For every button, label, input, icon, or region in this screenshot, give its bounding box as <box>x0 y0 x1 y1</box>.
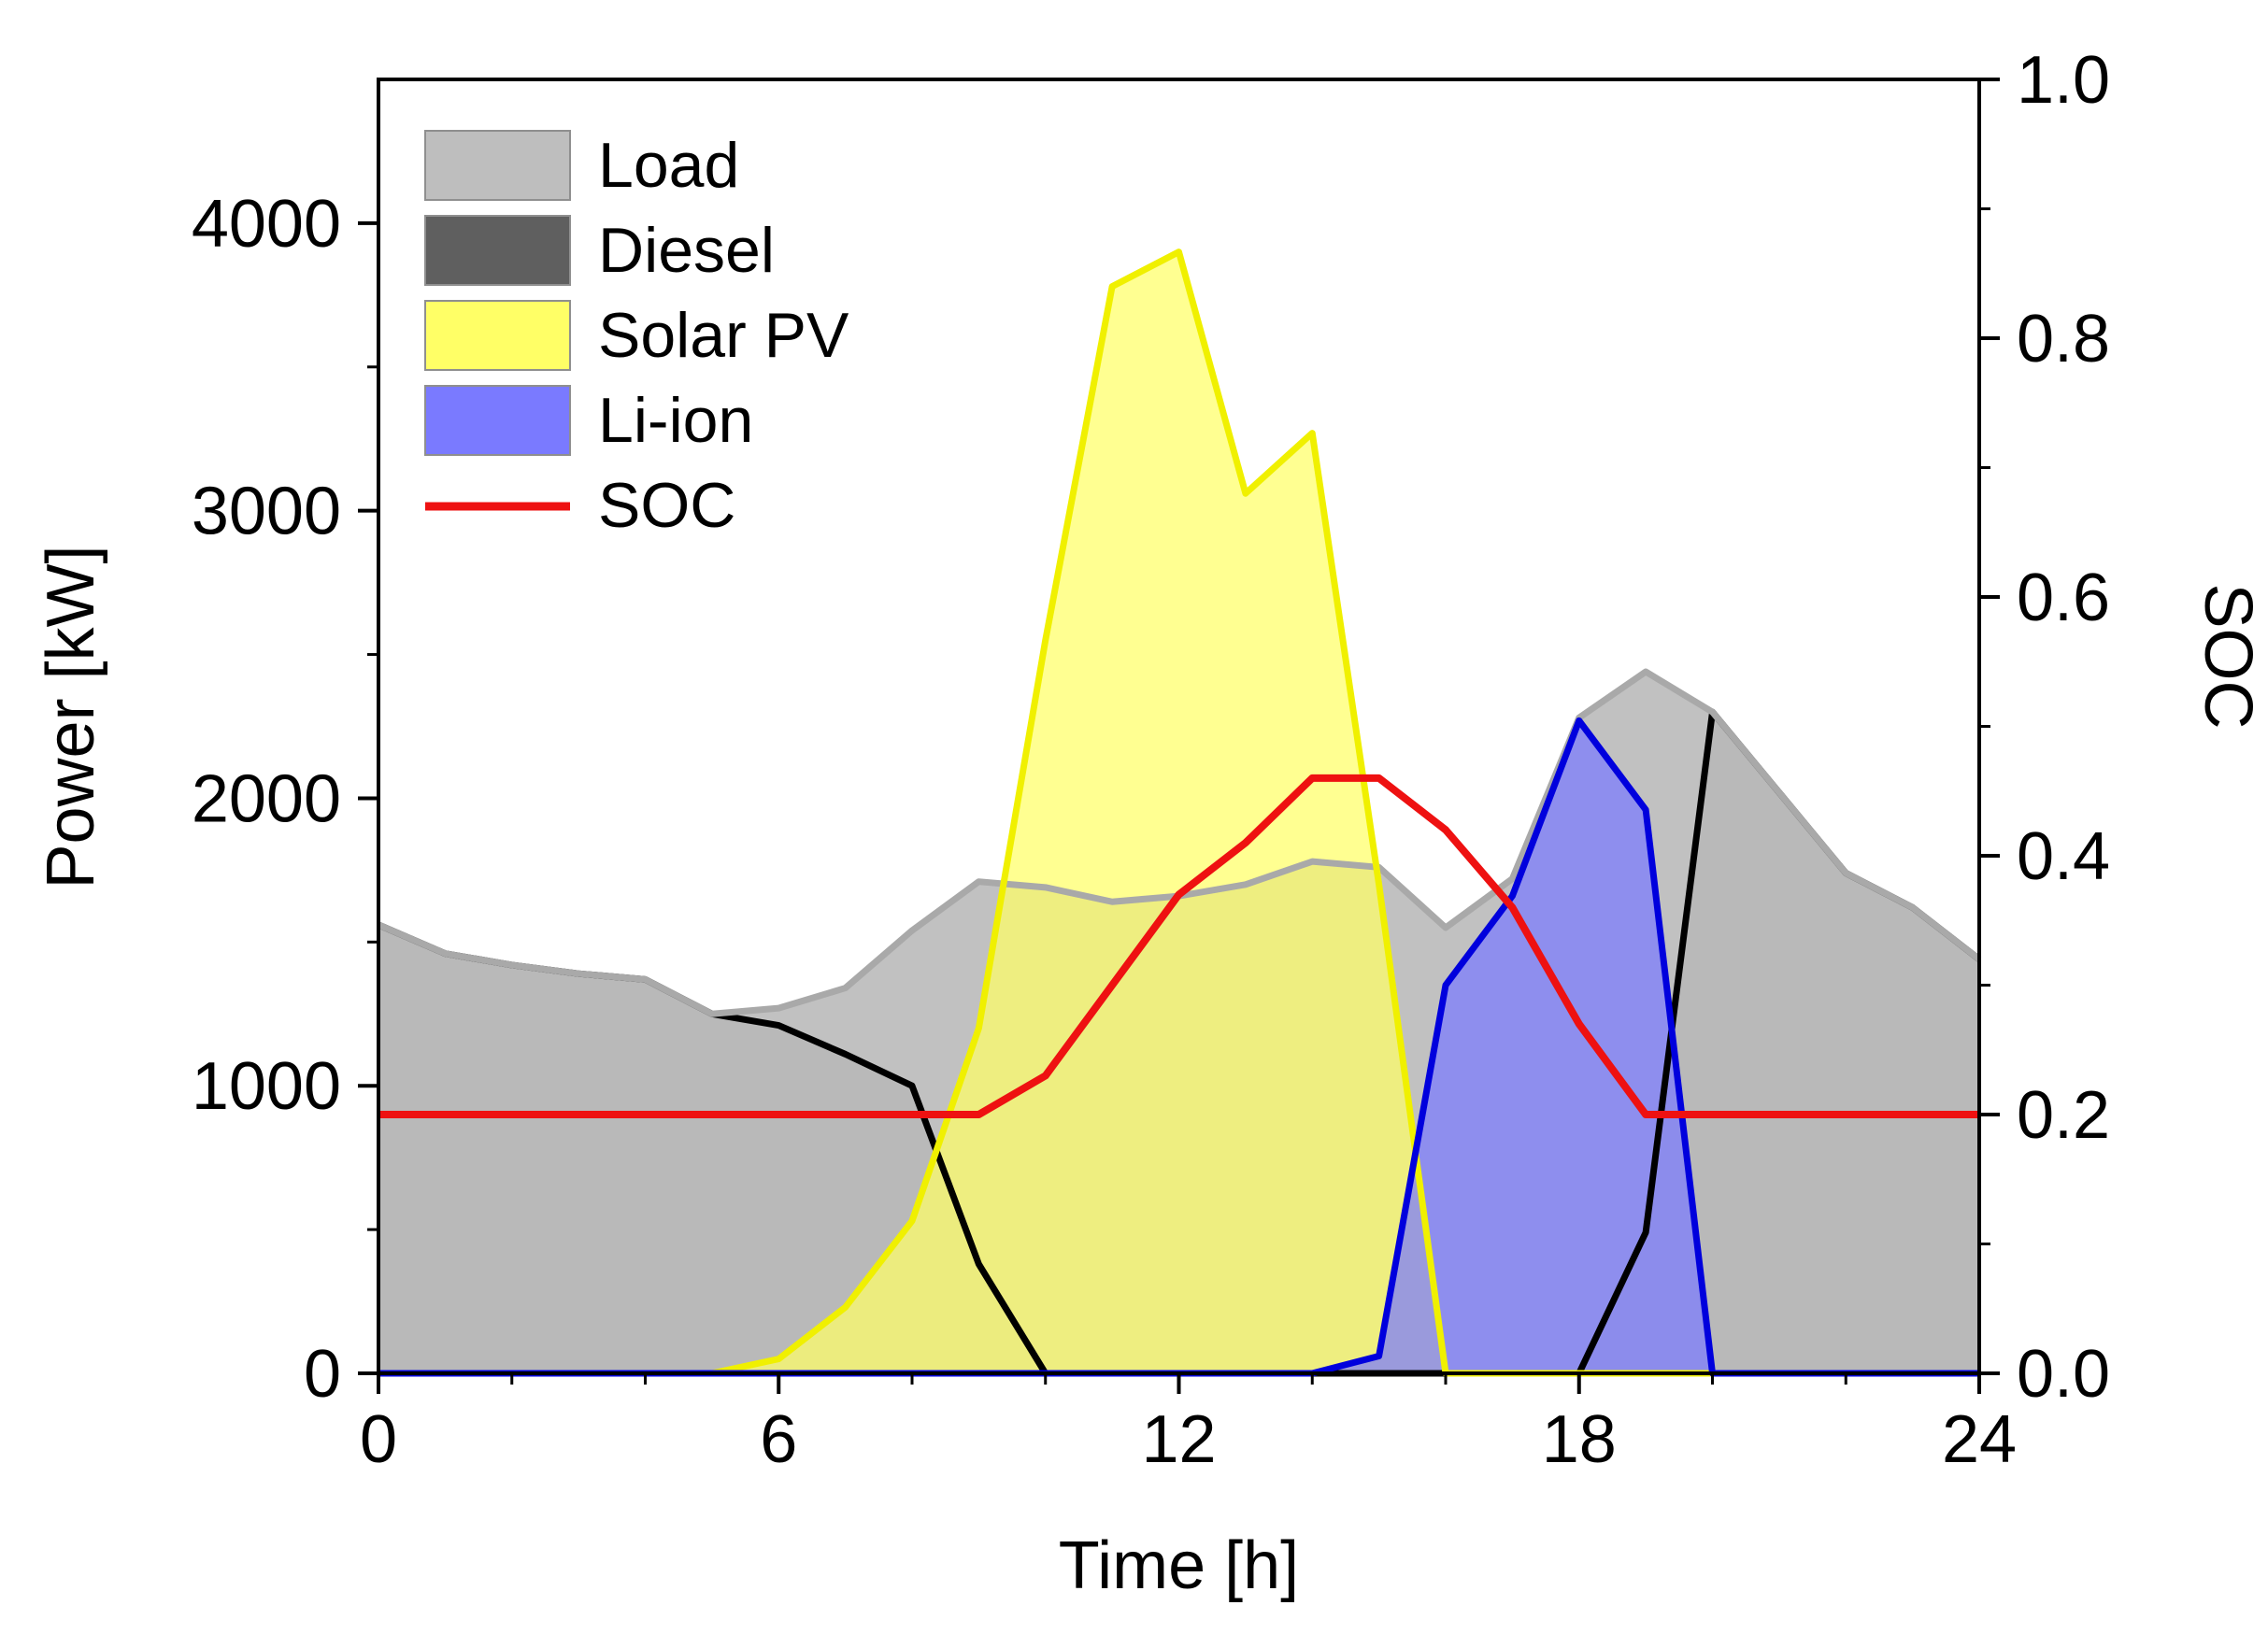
x-tick-label: 24 <box>1942 1402 2017 1477</box>
y2-axis-title: SOC <box>2190 583 2265 729</box>
y2-tick-label: 0.2 <box>2017 1078 2110 1153</box>
legend-swatch-load <box>424 130 571 201</box>
y-tick-label: 1000 <box>192 1049 341 1124</box>
legend-label-li-ion: Li-ion <box>598 385 753 456</box>
x-tick-label: 12 <box>1141 1402 1216 1477</box>
y-tick-label: 4000 <box>192 187 341 262</box>
legend-swatch-diesel <box>424 215 571 286</box>
y-tick-label: 2000 <box>192 761 341 836</box>
y-axis-title: Power [kW] <box>34 545 108 888</box>
legend-label-load: Load <box>598 130 739 201</box>
y-tick-label: 3000 <box>192 475 341 549</box>
legend-label-diesel: Diesel <box>598 215 775 286</box>
legend-swatch-li-ion <box>424 385 571 456</box>
x-tick-label: 18 <box>1542 1402 1617 1477</box>
y2-tick-label: 1.0 <box>2017 43 2110 118</box>
legend-swatch-solar-pv <box>424 300 571 371</box>
y2-tick-label: 0.6 <box>2017 561 2110 635</box>
y2-tick-label: 0.8 <box>2017 302 2110 376</box>
legend-label-solar-pv: Solar PV <box>598 300 849 371</box>
axes: 0 6 12 18 24 0 1000 2000 3000 4000 0.0 0.2 0.4 0.6 0.8… <box>192 43 2110 1477</box>
x-tick-label: 6 <box>760 1402 797 1477</box>
legend: Load Diesel Solar PV Li-ion SOC <box>424 130 849 541</box>
y2-tick-label: 0.4 <box>2017 819 2110 894</box>
plot-area <box>378 251 1979 1374</box>
area-li-ion <box>378 720 1979 1373</box>
area-solar-pv <box>378 251 1979 1374</box>
y-tick-label: 0 <box>304 1337 341 1412</box>
legend-label-soc: SOC <box>598 470 735 541</box>
line-soc <box>378 774 1979 1118</box>
y2-tick-label: 0.0 <box>2017 1337 2110 1412</box>
x-tick-label: 0 <box>360 1402 397 1477</box>
x-axis-title: Time [h] <box>1059 1528 1299 1603</box>
